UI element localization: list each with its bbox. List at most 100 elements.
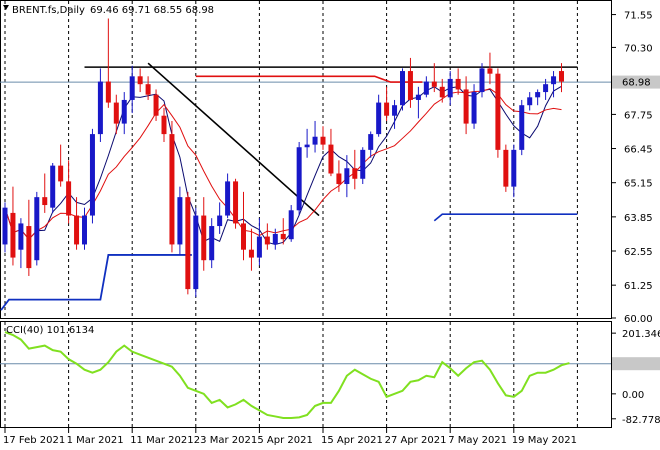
candle-body — [137, 76, 143, 85]
candle-body — [233, 181, 239, 224]
candle-body — [97, 81, 103, 135]
candle-body — [105, 81, 111, 103]
overlay-line — [195, 75, 423, 83]
drawn-lines — [0, 62, 578, 311]
candle-body — [368, 134, 374, 150]
price-tag-box — [612, 75, 660, 89]
candle-body — [511, 149, 517, 187]
candle-body — [10, 212, 16, 258]
candle-body — [360, 149, 366, 179]
price-axis-label: 61.25 — [624, 281, 653, 292]
cci-panel-frame — [0, 321, 612, 428]
cci-axis-label: 0.00 — [622, 390, 644, 401]
candle-body — [503, 149, 509, 187]
cci-line — [4, 331, 570, 419]
candle-body — [193, 215, 199, 290]
candle-body — [328, 144, 334, 174]
overlay-line — [433, 213, 578, 222]
candle-body — [248, 249, 254, 258]
price-axis-label: 70.30 — [624, 43, 653, 54]
candle-body — [241, 223, 246, 250]
cci-label: CCI(40) 101.6134 — [6, 325, 94, 336]
price-axis-label: 63.85 — [624, 213, 653, 224]
time-axis-label: 1 Mar 2021 — [67, 435, 124, 446]
candle-body — [161, 115, 167, 135]
price-panel: 71.5570.3069.0567.7566.4565.1563.8562.55… — [0, 0, 660, 325]
candle-body — [352, 168, 358, 179]
time-axis-label: 15 Apr 2021 — [321, 435, 383, 446]
candle-body — [66, 181, 72, 216]
price-axis-label: 67.75 — [624, 110, 653, 121]
candle-body — [344, 168, 350, 185]
cci-panel: 201.34681000.00-82.7786 CCI(40) 101.6134 — [0, 321, 660, 428]
candle-body — [272, 233, 278, 245]
candle-body — [225, 181, 231, 216]
candle-body — [455, 78, 461, 90]
candle-body — [423, 81, 429, 95]
candle-body — [519, 105, 525, 150]
time-axis-label: 7 May 2021 — [448, 435, 507, 446]
candle-body — [288, 210, 294, 240]
ohlc-label: 69.46 69.71 68.55 68.98 — [90, 5, 214, 16]
candle-body — [256, 236, 262, 258]
candle-body — [18, 223, 24, 250]
candle-body — [376, 102, 382, 135]
candle-body — [495, 73, 501, 150]
candle-body — [58, 165, 64, 182]
candle-body — [535, 92, 541, 98]
candle-body — [527, 97, 533, 106]
price-axis-label: 65.15 — [624, 179, 653, 190]
candle-body — [209, 226, 215, 261]
panel-collapse-icon[interactable] — [3, 5, 9, 10]
overlay-line — [0, 254, 192, 311]
time-axis-label: 19 May 2021 — [512, 435, 577, 446]
price-tag-text: 68.98 — [622, 78, 651, 89]
cci-axis-label: -82.7786 — [622, 415, 660, 426]
candle-body — [384, 102, 390, 116]
candle-body — [551, 76, 557, 85]
time-axis-label: 17 Feb 2021 — [3, 435, 65, 446]
time-axis-label: 27 Apr 2021 — [385, 435, 447, 446]
candle-body — [296, 147, 302, 211]
candle-body — [89, 134, 95, 216]
price-axis-label: 71.55 — [624, 11, 653, 22]
candle-body — [559, 71, 564, 82]
symbol-label: BRENT.fs,Daily — [12, 5, 85, 16]
candle-body — [479, 68, 485, 93]
candle-body — [439, 86, 445, 98]
candle-body — [320, 136, 326, 145]
candle-body — [280, 233, 286, 240]
candle-body — [34, 197, 40, 261]
candle-body — [169, 134, 175, 245]
price-tag: 68.98 — [612, 75, 660, 89]
candle-body — [121, 99, 127, 124]
candle-body — [2, 207, 8, 245]
candle-body — [304, 144, 310, 148]
candle-body — [153, 94, 159, 116]
candle-body — [217, 215, 223, 227]
candle-body — [447, 78, 453, 98]
candlesticks — [2, 18, 564, 297]
price-panel-header: BRENT.fs,Daily 69.46 69.71 68.55 68.98 — [3, 5, 214, 16]
candle-body — [129, 76, 135, 100]
candle-body — [487, 68, 493, 74]
candle-body — [415, 94, 421, 100]
time-axis-label: 5 Apr 2021 — [257, 435, 312, 446]
overlay-line — [147, 62, 320, 217]
candle-body — [392, 105, 398, 116]
candle-body — [26, 226, 32, 269]
candle-body — [312, 136, 318, 145]
candle-body — [185, 197, 191, 290]
candle-body — [177, 197, 183, 245]
candle-body — [42, 197, 48, 206]
candle-body — [82, 215, 87, 245]
time-axis-label: 11 Mar 2021 — [130, 435, 193, 446]
time-axis-label: 23 Mar 2021 — [194, 435, 257, 446]
candle-body — [543, 84, 549, 93]
price-panel-frame — [0, 0, 612, 319]
candle-body — [336, 173, 342, 185]
candle-body — [145, 84, 151, 95]
candle-body — [471, 92, 477, 124]
